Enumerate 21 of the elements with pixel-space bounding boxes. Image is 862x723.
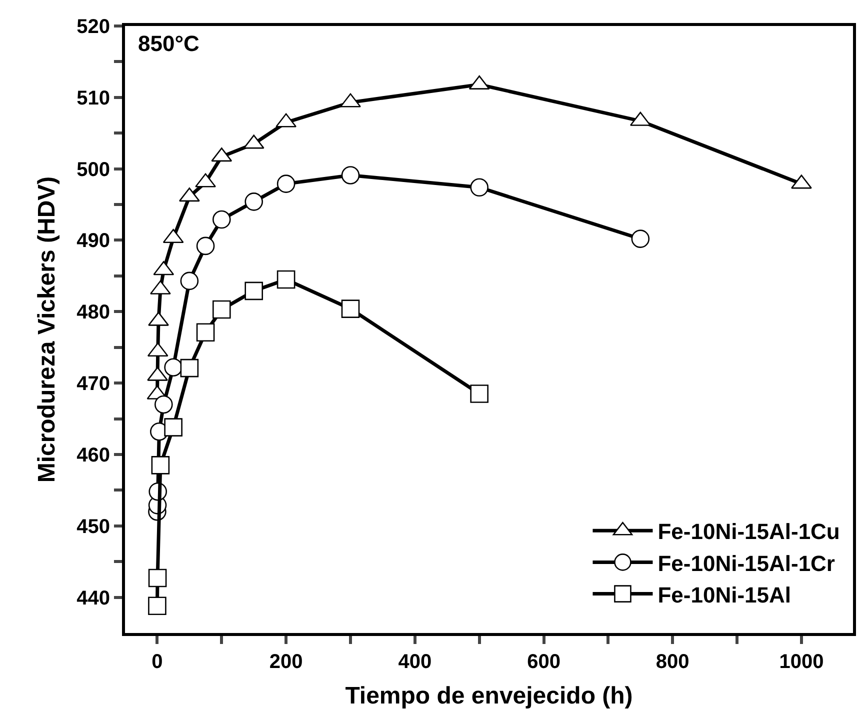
legend-label: Fe-10Ni-15Al-1Cr <box>658 550 836 576</box>
y-tick-label: 460 <box>76 444 110 466</box>
y-tick-label: 510 <box>76 87 110 110</box>
legend-label: Fe-10Ni-15Al-1Cu <box>658 519 840 544</box>
x-tick-label: 1000 <box>779 651 824 673</box>
y-tick-label: 500 <box>76 158 110 181</box>
y-tick-label: 450 <box>76 516 110 538</box>
legend-label: Fe-10Ni-15Al <box>658 582 791 608</box>
x-axis-title: Tiempo de envejecido (h) <box>345 682 633 710</box>
y-tick-label: 490 <box>76 230 110 252</box>
x-tick-label: 400 <box>398 651 432 673</box>
x-tick-label: 0 <box>152 651 163 673</box>
y-tick-label: 480 <box>76 302 110 324</box>
y-tick-label: 520 <box>76 16 110 38</box>
annotation: 850°C <box>138 31 200 56</box>
x-tick-label: 800 <box>656 651 690 673</box>
y-tick-label: 470 <box>76 373 110 396</box>
y-tick-label: 440 <box>76 587 110 610</box>
y-axis-title: Microdureza Vickers (HDV) <box>34 176 61 483</box>
x-tick-label: 200 <box>269 651 303 673</box>
x-tick-label: 600 <box>527 651 560 673</box>
